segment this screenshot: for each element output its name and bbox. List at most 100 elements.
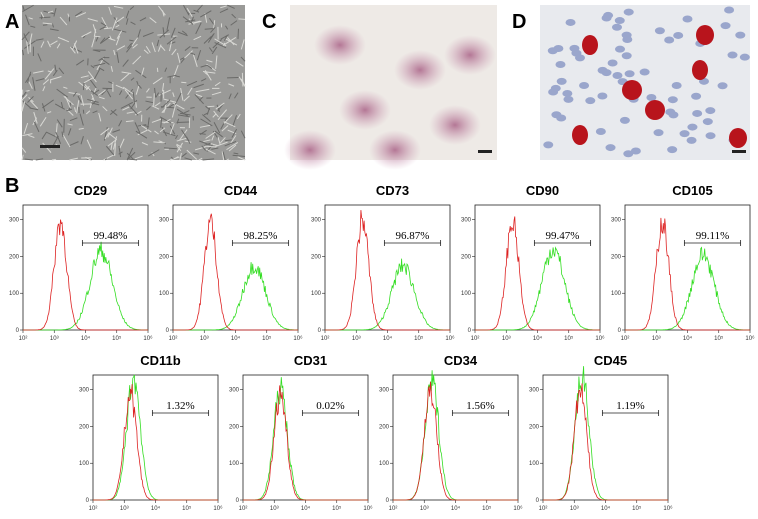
cell — [50, 76, 62, 81]
cell — [42, 22, 53, 25]
cell — [63, 95, 74, 106]
micrograph-d — [540, 5, 750, 160]
cell — [126, 111, 135, 114]
cell — [91, 89, 100, 96]
cell — [220, 5, 227, 9]
cell — [98, 96, 105, 100]
cell — [171, 48, 177, 56]
cell — [171, 104, 177, 118]
cell — [124, 89, 134, 100]
cell — [221, 125, 229, 132]
cell — [80, 136, 84, 145]
cell — [222, 151, 226, 161]
x-tick-label: 10⁶ — [213, 505, 223, 512]
nucleus — [574, 54, 585, 62]
nucleus — [612, 72, 623, 80]
cell — [221, 151, 225, 161]
cell — [228, 93, 232, 100]
cell — [127, 42, 133, 49]
cell — [193, 152, 200, 155]
histogram-title: CD34 — [444, 353, 478, 368]
y-tick-label: 300 — [229, 388, 240, 394]
y-tick-label: 0 — [468, 328, 472, 334]
cell — [62, 134, 71, 148]
cell — [60, 101, 64, 108]
nucleus — [623, 8, 634, 16]
cell — [135, 130, 148, 139]
nucleus — [686, 136, 697, 144]
cell — [225, 25, 229, 30]
cell — [176, 137, 187, 142]
histogram-title: CD45 — [594, 353, 627, 368]
cell — [69, 157, 79, 161]
gate-percent: 99.48% — [94, 230, 128, 242]
y-tick-label: 100 — [79, 461, 90, 467]
y-tick-label: 0 — [536, 498, 540, 504]
cell — [176, 108, 189, 117]
gate-percent: 0.02% — [316, 400, 344, 412]
cell — [161, 121, 174, 124]
stain — [284, 130, 336, 170]
cell — [40, 41, 45, 48]
x-tick-label: 10⁴ — [151, 505, 161, 512]
cell — [240, 39, 245, 50]
cell — [41, 131, 48, 140]
cell — [116, 30, 123, 40]
cell — [106, 90, 112, 98]
cell — [214, 38, 227, 47]
nucleus — [682, 15, 693, 23]
nucleus — [739, 53, 750, 61]
cell — [53, 7, 57, 17]
stain — [339, 90, 391, 130]
nucleus — [614, 17, 625, 25]
cell — [181, 129, 190, 142]
cell — [140, 124, 152, 133]
cell — [118, 90, 123, 96]
x-tick-label: 10³ — [120, 506, 129, 512]
cell — [129, 5, 135, 10]
cell — [211, 147, 219, 150]
cell — [29, 107, 39, 111]
nucleus — [595, 127, 606, 135]
cell — [28, 17, 33, 20]
cell — [142, 31, 154, 37]
cell — [81, 31, 92, 38]
cell — [24, 158, 33, 161]
cell — [99, 26, 106, 31]
cell — [174, 92, 182, 105]
cell — [179, 152, 182, 161]
x-tick-label: 10² — [389, 506, 398, 512]
y-tick-label: 100 — [229, 461, 240, 467]
y-tick-label: 100 — [379, 461, 390, 467]
panel-label: D — [512, 11, 526, 33]
red-histogram — [93, 384, 218, 501]
cell — [236, 113, 241, 120]
x-tick-label: 10⁵ — [632, 505, 642, 512]
nucleus — [705, 107, 716, 115]
cell — [193, 35, 202, 41]
cell — [172, 102, 185, 110]
x-tick-label: 10⁴ — [683, 335, 693, 342]
nucleus — [679, 130, 690, 138]
nucleus — [555, 60, 566, 68]
cell — [179, 129, 188, 141]
cell — [131, 37, 139, 47]
cell — [225, 139, 232, 142]
cell — [99, 36, 110, 45]
cell — [162, 10, 165, 17]
cell — [143, 49, 149, 55]
cell — [177, 31, 188, 37]
cell — [115, 16, 125, 24]
cell — [42, 86, 46, 92]
cell — [100, 127, 110, 136]
cell — [228, 144, 237, 152]
green-histogram — [625, 246, 750, 331]
cell — [49, 28, 59, 31]
cell — [102, 106, 108, 112]
cell — [63, 118, 65, 133]
nucleus — [565, 18, 576, 26]
cell — [233, 152, 239, 155]
cell — [240, 130, 246, 139]
cell — [172, 92, 175, 98]
